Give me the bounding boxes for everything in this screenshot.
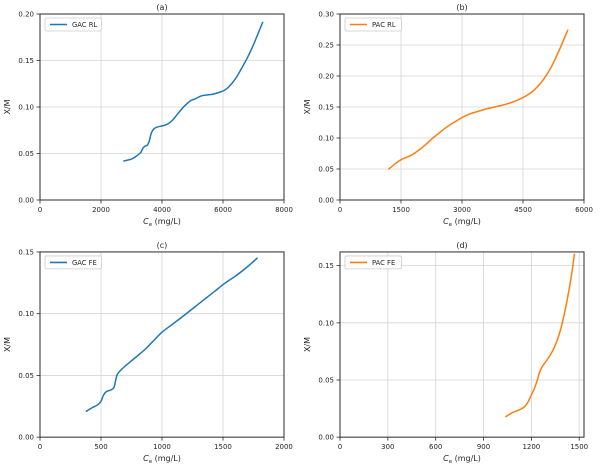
x-tick-label: 0 [38,206,42,214]
panel-title: (c) [157,241,168,250]
legend-box [344,17,402,32]
x-tick-label: 4000 [153,206,171,214]
y-axis-label: X/M [303,99,312,114]
y-tick-label: 0.15 [318,262,334,270]
subplot-a: 0 2000 4000 6000 8000 0.00 0.05 0.10 0.15 0.20 (a)… [0,0,300,238]
legend-box [344,255,402,270]
tick-marks [336,265,580,441]
x-tick-label: 1500 [570,443,588,451]
chart-b-svg: 0 1500 3000 4500 6000 0.00 0.05 0.10 0.15 0.20 0.2… [300,0,600,238]
subplot-d: 0 300 600 900 1200 1500 0.00 0.05 0.10 0.15 (d) X/M… [300,238,600,475]
legend-label: PAC RL [372,21,396,29]
subplot-b: 0 1500 3000 4500 6000 0.00 0.05 0.10 0.15 0.20 0.2… [300,0,600,238]
x-tick-label: 1500 [214,443,232,451]
series-line-pac-fe [505,253,576,418]
y-tick-label: 0.00 [18,434,34,442]
x-axis-label: Ce (mg/L) [443,454,481,465]
x-tick-label: 1500 [392,206,410,214]
y-tick-label: 0.20 [18,11,34,19]
x-tick-label: 600 [429,443,442,451]
x-tick-label: 0 [38,443,42,451]
plot-background [300,238,600,475]
panel-title: (d) [456,241,467,250]
y-tick-label: 0.05 [18,372,34,380]
legend: PAC RL [344,17,402,32]
chart-a-svg: 0 2000 4000 6000 8000 0.00 0.05 0.10 0.15 0.20 (a)… [0,0,300,238]
y-tick-label: 0.10 [318,319,334,327]
x-tick-label: 6000 [214,206,232,214]
y-axis-label: X/M [3,337,12,352]
x-tick-label: 2000 [275,443,293,451]
legend: PAC FE [344,255,402,270]
legend: GAC FE [44,255,102,270]
plot-background [0,238,300,475]
chart-c-svg: 0 500 1000 1500 2000 0.00 0.05 0.10 0.15 (c) X/M Ce… [0,238,300,475]
plot-background [300,0,600,238]
y-tick-label: 0.30 [318,11,334,19]
y-tick-label: 0.10 [18,310,34,318]
legend: GAC RL [44,17,102,32]
y-tick-label: 0.00 [18,197,34,205]
legend-box [44,17,102,32]
series-line-gac-rl [123,21,264,162]
y-tick-label: 0.00 [318,434,334,442]
x-tick-label: 0 [338,443,342,451]
y-tick-label: 0.10 [318,135,334,143]
legend-label: GAC FE [72,259,97,267]
y-axis-label: X/M [3,99,12,114]
legend-label: GAC RL [72,21,97,29]
y-tick-label: 0.05 [318,376,334,384]
x-tick-label: 300 [381,443,394,451]
tick-marks [36,13,285,204]
y-tick-label: 0.05 [318,166,334,174]
y-axis-label: X/M [303,337,312,352]
x-tick-label: 3000 [453,206,471,214]
x-tick-label: 6000 [575,206,593,214]
tick-marks [336,13,585,204]
axes-spines [339,251,585,438]
y-tick-label: 0.15 [318,104,334,112]
y-tick-label: 0.15 [18,57,34,65]
x-tick-label: 1000 [153,443,171,451]
x-axis-label: Ce (mg/L) [143,454,181,465]
panel-title: (a) [156,3,167,12]
y-tick-label: 0.00 [318,197,334,205]
chart-d-svg: 0 300 600 900 1200 1500 0.00 0.05 0.10 0.15 (d) X/M… [300,238,600,475]
plot-background [0,0,300,238]
legend-box [44,255,102,270]
series-line-gac-fe [85,257,258,412]
y-tick-label: 0.20 [318,73,334,81]
y-tick-label: 0.10 [18,104,34,112]
y-tick-label: 0.05 [18,150,34,158]
x-tick-label: 8000 [275,206,293,214]
y-tick-label: 0.25 [318,42,334,50]
panel-title: (b) [456,3,467,12]
x-tick-label: 4500 [514,206,532,214]
series-line-pac-rl [388,29,569,170]
x-tick-label: 0 [338,206,342,214]
tick-marks [36,251,285,441]
x-tick-label: 500 [94,443,107,451]
legend-label: PAC FE [372,259,395,267]
x-tick-label: 2000 [92,206,110,214]
x-tick-label: 900 [477,443,490,451]
x-axis-label: Ce (mg/L) [443,217,481,228]
x-tick-label: 1200 [522,443,540,451]
x-axis-label: Ce (mg/L) [143,217,181,228]
y-tick-label: 0.15 [18,248,34,256]
subplot-c: 0 500 1000 1500 2000 0.00 0.05 0.10 0.15 (c) X/M Ce… [0,238,300,475]
